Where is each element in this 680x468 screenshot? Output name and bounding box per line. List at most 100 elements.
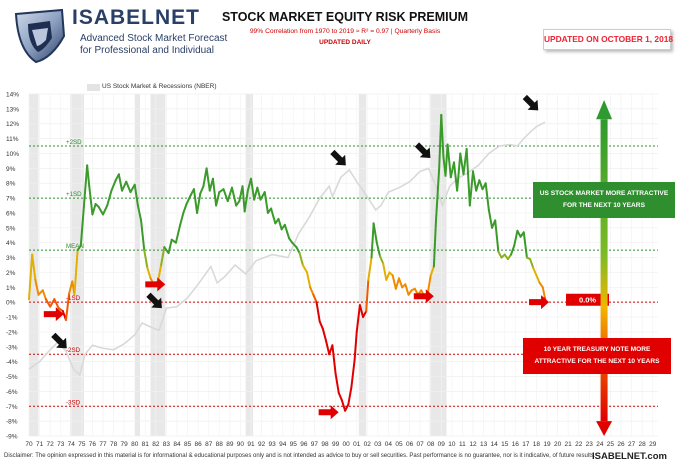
risk-premium-segment [192, 188, 199, 214]
risk-premium-segment [472, 170, 478, 192]
risk-premium-segment [49, 298, 56, 308]
x-tick-label: 91 [247, 441, 255, 448]
disclaimer-text: Disclaimer: The opinion expressed in thi… [4, 453, 596, 459]
brand-tagline-line2: for Professional and Individual [80, 45, 214, 56]
recession-band [429, 94, 447, 436]
x-tick-label: 98 [321, 441, 329, 448]
risk-premium-segment [487, 208, 494, 229]
x-tick-label: 17 [522, 441, 530, 448]
risk-premium-segment [522, 231, 528, 259]
updated-date-badge: UPDATED ON OCTOBER 1, 2018 [543, 29, 673, 50]
risk-premium-segment [355, 304, 361, 333]
risk-premium-segment [432, 219, 437, 268]
risk-premium-segment [446, 143, 452, 179]
y-tick-label: 12% [6, 121, 19, 128]
x-tick-label: 76 [89, 441, 97, 448]
x-tick-label: 80 [131, 441, 139, 448]
brand-name: ISABELNET [72, 6, 201, 29]
recession-band [245, 94, 254, 436]
updated-daily-note: UPDATED DAILY [319, 39, 371, 46]
y-tick-label: -5% [6, 374, 18, 381]
risk-premium-segment [86, 164, 91, 188]
current-value-label: 0.0% [579, 296, 596, 305]
risk-premium-segment [478, 179, 484, 191]
risk-premium-segment [298, 252, 304, 266]
risk-premium-segment [404, 283, 410, 296]
y-tick-label: 2% [6, 270, 16, 277]
red-arrow-icon [529, 295, 550, 310]
risk-premium-segment [309, 286, 315, 296]
x-tick-label: 77 [99, 441, 107, 448]
x-tick-label: 95 [290, 441, 298, 448]
risk-premium-segment [429, 265, 435, 277]
black-arrow-shape [522, 94, 539, 111]
risk-premium-segment [160, 246, 166, 266]
risk-premium-segment [263, 191, 269, 214]
y-tick-label: -6% [6, 389, 18, 396]
x-tick-label: 86 [195, 441, 203, 448]
risk-premium-segment [391, 274, 397, 290]
risk-premium-segment [182, 203, 188, 214]
risk-premium-segment [250, 177, 256, 201]
x-tick-label: 75 [78, 441, 86, 448]
risk-premium-segment [497, 250, 503, 259]
equity-risk-premium-chart: -9% -8% -7% -6% -5% -4% -3% -2% -1% 0% 1% 2% 3% 4% 5% 6… [6, 92, 675, 448]
risk-premium-segment [541, 286, 546, 299]
x-tick-label: 73 [57, 441, 65, 448]
red-arrow-shape [43, 307, 64, 322]
x-tick-label: 27 [628, 441, 636, 448]
risk-premium-segment [88, 185, 94, 216]
reference-line-label: -1SD [66, 295, 81, 302]
black-arrow-icon [522, 94, 539, 111]
x-tick-label: 12 [469, 441, 477, 448]
risk-premium-segment [378, 255, 385, 265]
x-tick-label: 78 [110, 441, 118, 448]
risk-premium-segment [65, 292, 71, 322]
y-tick-label: 6% [6, 210, 16, 217]
x-tick-label: 88 [216, 441, 224, 448]
legend-swatch [87, 84, 100, 91]
risk-premium-segment [325, 339, 331, 356]
risk-premium-segment [256, 186, 262, 201]
x-tick-label: 07 [417, 441, 425, 448]
x-tick-label: 90 [237, 441, 245, 448]
risk-premium-segment [125, 180, 132, 194]
risk-premium-segment [394, 277, 400, 290]
y-tick-label: 4% [6, 240, 16, 247]
y-tick-label: 13% [6, 106, 19, 113]
reference-line-label: -3SD [66, 399, 81, 406]
risk-premium-segment [318, 320, 324, 330]
risk-premium-segment [365, 278, 370, 313]
black-arrow-icon [414, 142, 431, 158]
x-tick-label: 28 [639, 441, 647, 448]
risk-premium-segment [456, 152, 462, 192]
x-tick-label: 93 [269, 441, 277, 448]
risk-premium-segment [136, 204, 143, 222]
y-tick-label: 3% [6, 255, 16, 262]
risk-premium-segment [205, 167, 211, 192]
y-tick-label: 11% [6, 136, 19, 143]
risk-premium-segment [79, 204, 85, 247]
risk-premium-segment [340, 399, 347, 412]
legend-label: US Stock Market & Recessions (NBER) [102, 83, 217, 90]
red-arrow-shape [413, 289, 434, 304]
x-tick-label: 84 [173, 441, 181, 448]
red-arrow-shape [529, 295, 550, 310]
reference-line-label: +1SD [66, 191, 82, 198]
up-arrow-head [596, 99, 613, 120]
risk-premium-segment [230, 186, 238, 207]
risk-premium-segment [179, 211, 185, 226]
risk-premium-segment [199, 185, 205, 195]
x-tick-label: 01 [353, 441, 361, 448]
risk-premium-segment [337, 391, 343, 402]
black-arrow-shape [146, 292, 162, 309]
x-tick-label: 16 [512, 441, 520, 448]
risk-premium-segment [106, 189, 113, 207]
risk-premium-segment [532, 266, 538, 277]
reference-line-label: MEAN [66, 243, 84, 250]
risk-premium-segment [372, 222, 378, 244]
risk-premium-segment [440, 113, 445, 158]
red-annotation-text: ATTRACTIVE FOR THE NEXT 10 YEARS [534, 358, 660, 365]
risk-premium-segment [465, 148, 471, 207]
risk-premium-segment [110, 179, 117, 192]
